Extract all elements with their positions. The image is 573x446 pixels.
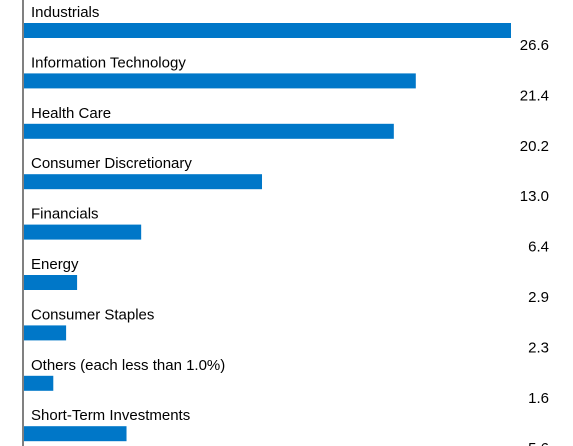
bar <box>24 224 142 240</box>
category-label: Industrials <box>31 4 99 21</box>
value-label: 2.9 <box>528 289 549 306</box>
bar-row: Consumer Staples 2.3 <box>24 306 549 356</box>
bar-row: Short-Term Investments 5.6 <box>24 407 549 446</box>
category-label: Information Technology <box>31 54 186 71</box>
category-label: Energy <box>31 256 79 273</box>
value-label: 21.4 <box>520 87 549 104</box>
value-label: 1.6 <box>528 390 549 407</box>
bar <box>24 275 78 290</box>
bar-row: Others (each less than 1.0%) 1.6 <box>24 357 549 407</box>
value-label: 6.4 <box>528 239 549 256</box>
bar <box>24 426 127 442</box>
value-label: 5.6 <box>528 440 549 446</box>
category-label: Financials <box>31 206 99 223</box>
category-label: Consumer Discretionary <box>31 155 192 172</box>
value-label: 26.6 <box>520 37 549 54</box>
bar <box>24 174 263 190</box>
bar-row: Health Care 20.2 <box>24 105 549 155</box>
bar-row: Industrials 26.6 <box>24 4 549 54</box>
bar <box>24 375 54 391</box>
category-label: Health Care <box>31 105 111 122</box>
category-label: Others (each less than 1.0%) <box>31 357 225 374</box>
bar <box>24 23 511 38</box>
bar-row: Information Technology 21.4 <box>24 54 549 104</box>
bar <box>24 325 67 341</box>
value-label: 2.3 <box>528 339 549 356</box>
bar-row: Energy 2.9 <box>24 256 549 306</box>
bar <box>24 73 416 89</box>
bar <box>24 123 394 139</box>
bar-row: Consumer Discretionary 13.0 <box>24 155 549 205</box>
bar-rows: Industrials 26.6 Information Technology 21.… <box>24 4 549 446</box>
bar-row: Financials 6.4 <box>24 206 549 256</box>
value-label: 20.2 <box>520 138 549 155</box>
value-label: 13.0 <box>520 188 549 205</box>
category-label: Consumer Staples <box>31 306 154 323</box>
category-label: Short-Term Investments <box>31 407 190 424</box>
